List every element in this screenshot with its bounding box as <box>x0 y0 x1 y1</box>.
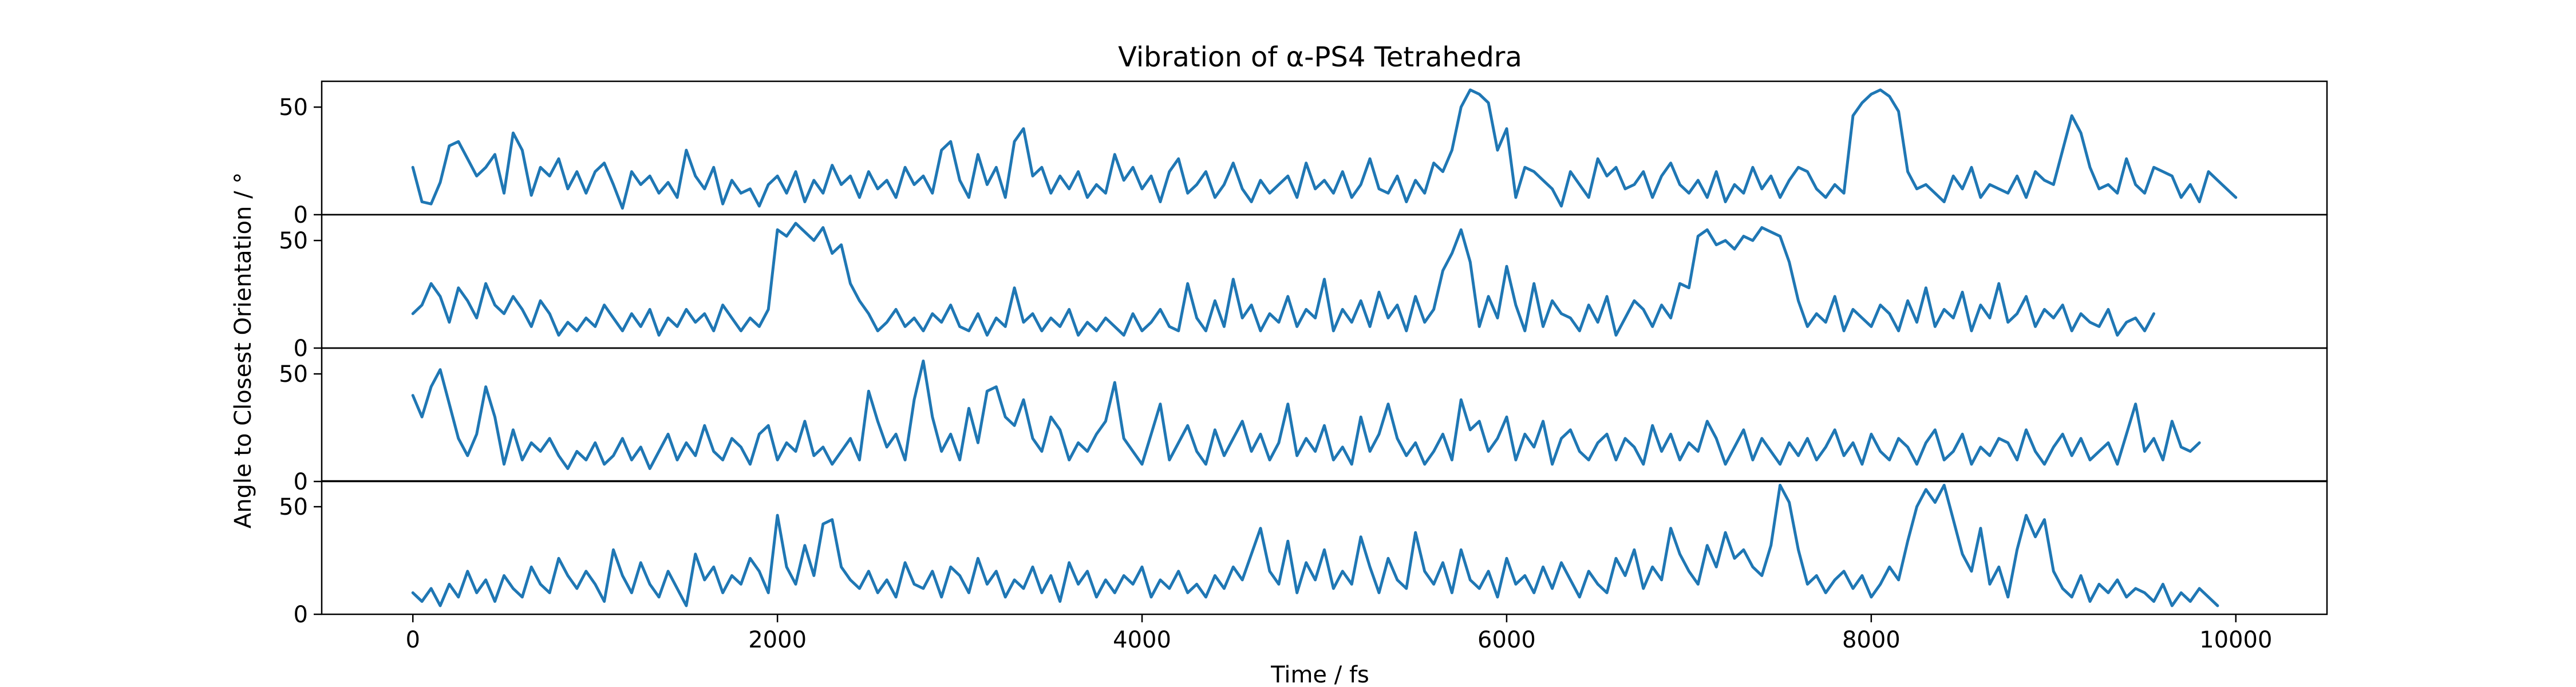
y-tick-label: 50 <box>279 494 308 520</box>
series-line-panel-1 <box>411 88 2238 210</box>
panel-3: 0 50 <box>279 347 2328 495</box>
panel-2: 0 50 <box>279 214 2328 362</box>
x-tick-label: 4000 <box>1113 627 1171 653</box>
panel-4: 0 50 <box>279 480 2328 628</box>
x-tick-label: 10000 <box>2199 627 2272 653</box>
y-tick-label: 0 <box>294 602 308 628</box>
x-tick-label: 2000 <box>748 627 807 653</box>
x-axis-label: Time / fs <box>1270 662 1369 687</box>
x-tick-label: 0 <box>406 627 420 653</box>
x-axis-ticks: 0 2000 4000 6000 8000 10000 <box>406 614 2272 653</box>
x-tick-label: 6000 <box>1477 627 1536 653</box>
y-tick-label: 0 <box>294 202 308 228</box>
y-tick-label: 50 <box>279 228 308 254</box>
series-line-panel-2 <box>411 222 2155 337</box>
series-line-panel-4 <box>411 484 2219 607</box>
y-axis-label: Angle to Closest Orientation / ° <box>230 172 256 528</box>
panel-1: 0 50 <box>279 80 2328 228</box>
panel-frame <box>321 347 2328 483</box>
x-tick-label: 8000 <box>1842 627 1901 653</box>
chart-title: Vibration of α-PS4 Tetrahedra <box>1118 41 1522 73</box>
y-tick-label: 0 <box>294 469 308 495</box>
y-tick-label: 50 <box>279 361 308 388</box>
y-tick-label: 0 <box>294 335 308 362</box>
panel-frame <box>321 480 2328 615</box>
series-line-panel-3 <box>411 360 2201 470</box>
y-tick-label: 50 <box>279 94 308 121</box>
